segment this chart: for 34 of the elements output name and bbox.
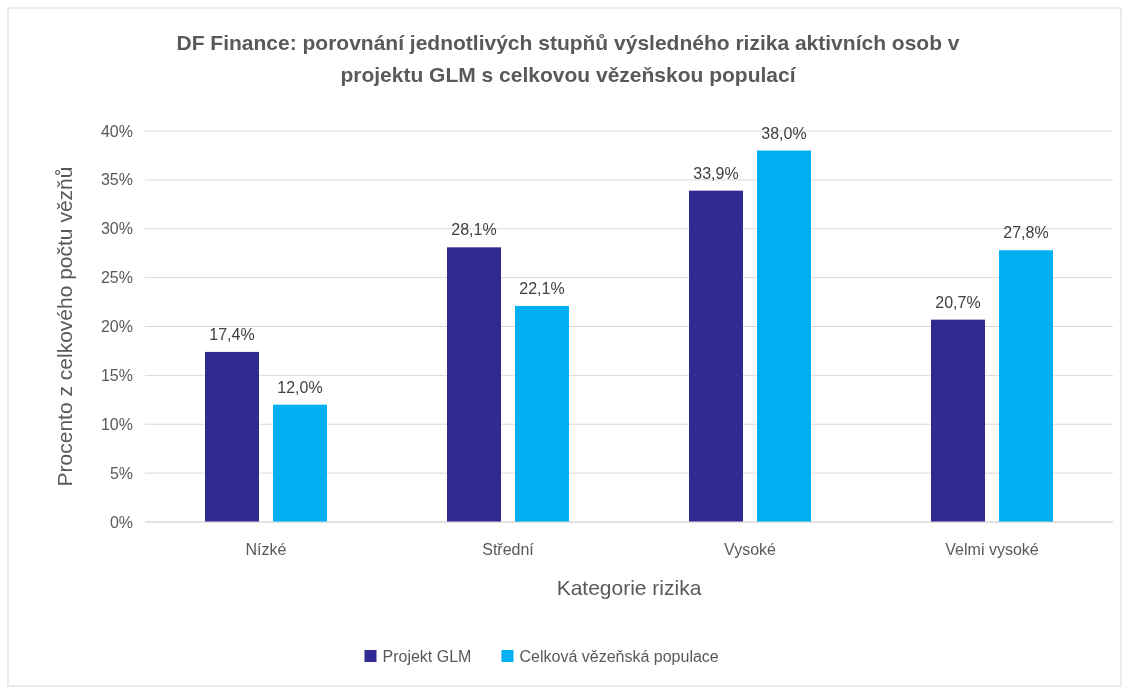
data-label: 38,0% (761, 124, 807, 142)
bar (689, 190, 743, 522)
x-axis-title: Kategorie rizika (556, 576, 702, 599)
bar (515, 305, 569, 522)
legend-label: Projekt GLM (382, 647, 472, 665)
y-tick-label: 15% (100, 366, 133, 384)
y-tick-label: 35% (100, 171, 133, 189)
y-tick-label: 20% (100, 318, 133, 336)
data-label: 12,0% (277, 378, 323, 396)
y-tick-label: 0% (109, 513, 133, 531)
x-tick-label: Velmi vysoké (945, 541, 1039, 558)
bar (205, 351, 259, 522)
bar (757, 150, 811, 522)
data-label: 27,8% (1003, 224, 1049, 242)
data-label: 28,1% (451, 221, 497, 239)
y-tick-label: 25% (100, 269, 133, 287)
legend-label: Celková vězeňská populace (519, 647, 719, 665)
x-tick-label: Střední (482, 541, 535, 558)
y-axis-title: Procento z celkového počtu vězňů (53, 166, 76, 487)
bar (999, 250, 1053, 522)
x-tick-label: Nízké (245, 541, 287, 558)
bar (273, 404, 327, 522)
bar (447, 247, 501, 522)
bar (931, 319, 985, 522)
chart-title: DF Finance: porovnání jednotlivých stupňů výsledného rizika aktivních osob v projektu GLM s celkovou vězeňskou populací (176, 31, 960, 86)
y-tick-label: 30% (100, 220, 133, 238)
x-tick-label: Vysoké (724, 541, 777, 558)
data-label: 22,1% (519, 279, 565, 297)
data-label: 20,7% (935, 293, 981, 311)
y-tick-label: 40% (100, 122, 133, 140)
y-tick-label: 5% (109, 464, 133, 482)
data-label: 17,4% (209, 325, 255, 343)
y-tick-label: 10% (100, 415, 133, 433)
data-label: 33,9% (693, 164, 739, 182)
